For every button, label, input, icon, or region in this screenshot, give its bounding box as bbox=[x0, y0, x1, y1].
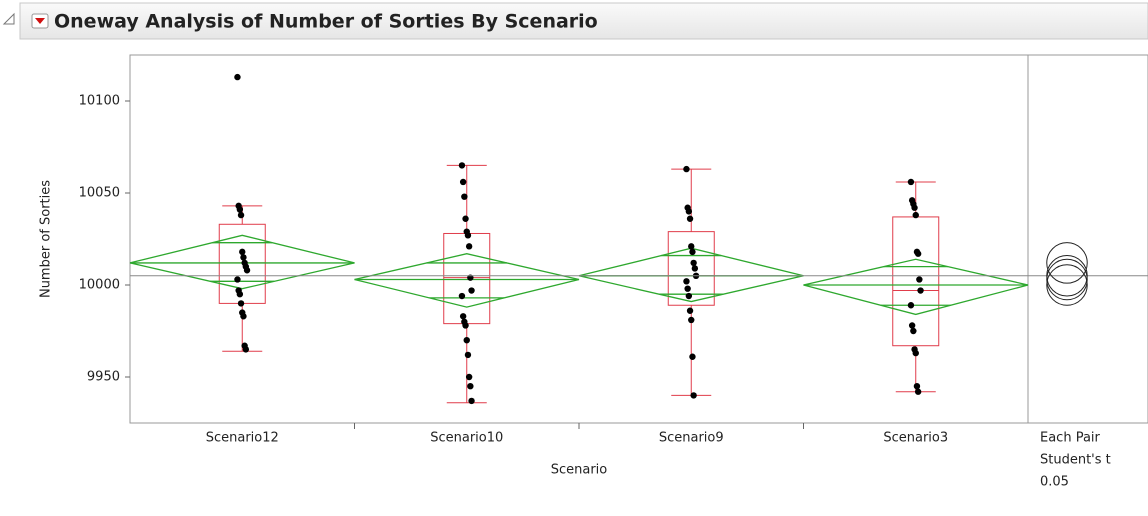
data-point bbox=[234, 73, 241, 81]
data-point bbox=[236, 291, 244, 298]
comparison-label: 0.05 bbox=[1040, 475, 1069, 490]
data-point bbox=[468, 287, 475, 294]
data-point bbox=[917, 287, 924, 294]
disclosure-icon[interactable] bbox=[2, 12, 15, 25]
x-tick-label: Scenario10 bbox=[430, 431, 503, 446]
data-point bbox=[690, 259, 697, 267]
data-point bbox=[240, 254, 247, 261]
x-tick-label: Scenario3 bbox=[883, 431, 948, 446]
data-point bbox=[912, 349, 919, 357]
data-point bbox=[912, 211, 919, 219]
y-tick-label: 9950 bbox=[87, 370, 120, 385]
data-point bbox=[236, 206, 244, 213]
comparison-circle bbox=[1046, 264, 1088, 306]
data-point bbox=[461, 193, 468, 200]
data-point bbox=[683, 278, 690, 285]
data-point bbox=[911, 204, 918, 211]
data-point bbox=[685, 292, 693, 300]
x-tick-label: Scenario9 bbox=[659, 431, 724, 446]
data-point bbox=[464, 351, 472, 359]
data-point bbox=[914, 250, 922, 257]
comparison-label: Each Pair bbox=[1040, 431, 1101, 446]
comparison-circle bbox=[1046, 242, 1088, 284]
data-point bbox=[237, 300, 245, 307]
y-tick-label: 10050 bbox=[79, 186, 120, 201]
data-point bbox=[683, 165, 690, 173]
y-tick-label: 10100 bbox=[79, 94, 120, 109]
data-point bbox=[689, 248, 696, 256]
data-point bbox=[465, 373, 473, 381]
data-point bbox=[913, 383, 921, 390]
data-point bbox=[237, 211, 245, 219]
y-tick-label: 10000 bbox=[79, 278, 120, 293]
data-point bbox=[686, 215, 694, 222]
data-point bbox=[688, 316, 695, 324]
y-axis-label: Number of Sorties bbox=[39, 180, 54, 298]
data-point bbox=[464, 232, 472, 239]
plot-frame bbox=[129, 54, 1148, 424]
data-point bbox=[463, 337, 470, 344]
data-point bbox=[691, 265, 699, 272]
data-point bbox=[685, 208, 693, 215]
data-point bbox=[908, 322, 916, 329]
data-point bbox=[459, 178, 467, 186]
data-point bbox=[468, 397, 475, 405]
data-point bbox=[916, 276, 923, 283]
data-point bbox=[914, 388, 922, 395]
data-point bbox=[465, 243, 473, 250]
data-point bbox=[243, 267, 251, 274]
data-point bbox=[240, 313, 247, 320]
data-point bbox=[910, 327, 917, 335]
data-point bbox=[690, 392, 697, 399]
data-point bbox=[907, 302, 915, 309]
menu-arrow bbox=[35, 18, 45, 24]
header-bar bbox=[19, 2, 1148, 40]
comparison-circle bbox=[1046, 255, 1088, 297]
title: Oneway Analysis of Number of Sorties By … bbox=[54, 11, 598, 33]
x-tick-label: Scenario12 bbox=[206, 431, 279, 446]
data-point bbox=[239, 248, 246, 256]
data-point bbox=[907, 178, 915, 186]
data-point bbox=[458, 292, 466, 300]
data-point bbox=[234, 276, 241, 283]
data-point bbox=[686, 307, 694, 314]
data-point bbox=[684, 285, 691, 292]
x-axis-label: Scenario bbox=[551, 463, 608, 478]
data-point bbox=[462, 322, 469, 329]
data-point bbox=[458, 162, 466, 169]
data-point bbox=[689, 353, 696, 360]
data-point bbox=[242, 346, 250, 353]
data-point bbox=[459, 313, 467, 320]
data-point bbox=[688, 243, 695, 250]
data-point bbox=[467, 383, 474, 390]
comparison-label: Student's t bbox=[1040, 453, 1111, 468]
data-point bbox=[462, 215, 469, 222]
